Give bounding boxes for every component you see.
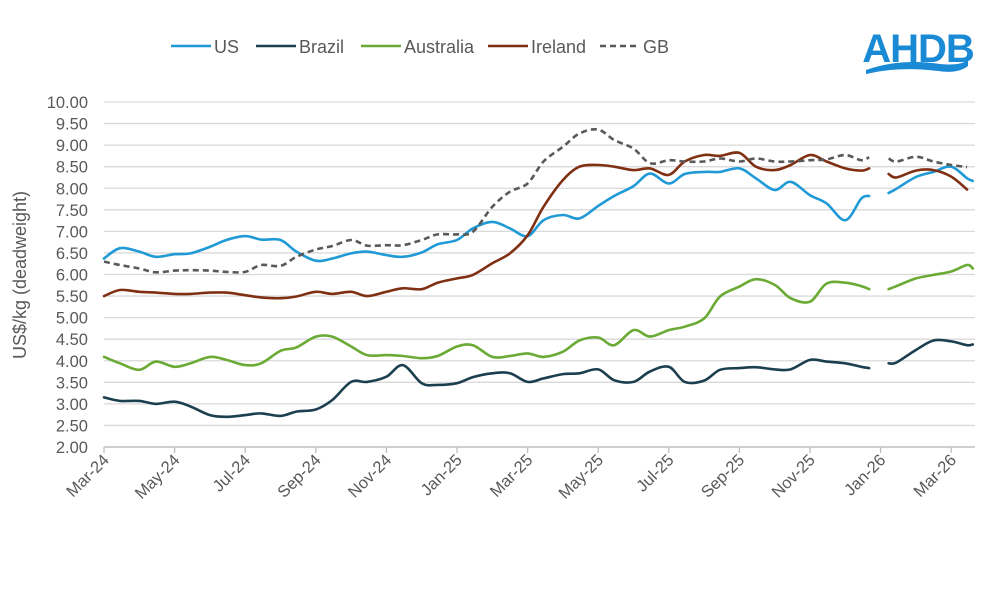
x-tick-label: Jul-25 bbox=[633, 451, 678, 496]
series-line-brazil bbox=[887, 338, 975, 365]
x-tick-label: Jul-24 bbox=[210, 451, 255, 496]
logo-wave-icon bbox=[866, 60, 968, 74]
y-tick-label: 8.00 bbox=[56, 180, 88, 198]
y-axis-label: US$/kg (deadweight) bbox=[10, 191, 30, 359]
series-line-gb bbox=[887, 155, 968, 169]
series-line-australia bbox=[887, 263, 975, 291]
y-tick-label: 4.00 bbox=[56, 353, 88, 371]
x-tick-label: May-25 bbox=[555, 451, 607, 503]
series-lines bbox=[102, 128, 975, 419]
x-tick-label: Jan-26 bbox=[841, 451, 889, 499]
x-axis: Mar-24 May-24 Jul-24 Sep-24 Nov-24 Jan-25 Mar-… bbox=[63, 446, 975, 503]
x-tick-label: May-24 bbox=[132, 451, 184, 503]
y-tick-label: 9.50 bbox=[56, 116, 88, 134]
x-tick-label: Jan-25 bbox=[417, 451, 465, 499]
gridlines bbox=[104, 101, 975, 427]
y-tick-label: 10.00 bbox=[47, 94, 88, 112]
y-tick-label: 7.00 bbox=[56, 223, 88, 241]
x-tick-label: Mar-26 bbox=[910, 451, 960, 501]
series-line-brazil bbox=[102, 358, 871, 419]
ahdb-logo: AHDB bbox=[862, 27, 975, 74]
y-tick-label: 2.50 bbox=[56, 417, 88, 435]
y-axis-ticks: 2.00 2.50 3.00 3.50 4.00 4.50 5.00 5.50 6.00 6.50… bbox=[47, 94, 88, 457]
y-tick-label: 6.50 bbox=[56, 245, 88, 263]
legend-label-gb: GB bbox=[643, 37, 669, 57]
y-tick-label: 6.00 bbox=[56, 267, 88, 285]
y-tick-label: 2.00 bbox=[56, 439, 88, 457]
legend-label-us: US bbox=[214, 37, 239, 57]
x-tick-label: Mar-25 bbox=[487, 451, 537, 501]
series-line-gb bbox=[103, 128, 870, 274]
y-tick-label: 4.50 bbox=[56, 331, 88, 349]
legend-label-ireland: Ireland bbox=[531, 37, 586, 57]
x-tick-label: Mar-24 bbox=[63, 451, 113, 501]
legend-label-australia: Australia bbox=[404, 37, 475, 57]
y-tick-label: 5.50 bbox=[56, 288, 88, 306]
x-tick-label: Nov-25 bbox=[768, 451, 818, 501]
y-tick-label: 9.00 bbox=[56, 137, 88, 155]
legend-label-brazil: Brazil bbox=[299, 37, 344, 57]
y-tick-label: 5.00 bbox=[56, 310, 88, 328]
y-tick-label: 7.50 bbox=[56, 202, 88, 220]
x-tick-label: Sep-25 bbox=[698, 451, 748, 501]
y-tick-label: 3.50 bbox=[56, 374, 88, 392]
y-tick-label: 3.00 bbox=[56, 396, 88, 414]
series-line-australia bbox=[102, 277, 871, 372]
x-tick-label: Sep-24 bbox=[274, 451, 324, 501]
legend: US Brazil Australia Ireland GB bbox=[171, 37, 669, 57]
series-line-us bbox=[887, 165, 975, 195]
series-line-us bbox=[102, 166, 871, 263]
y-tick-label: 8.50 bbox=[56, 159, 88, 177]
x-tick-label: Nov-24 bbox=[345, 451, 395, 501]
series-line-ireland bbox=[887, 168, 969, 191]
series-line-ireland bbox=[102, 151, 871, 300]
